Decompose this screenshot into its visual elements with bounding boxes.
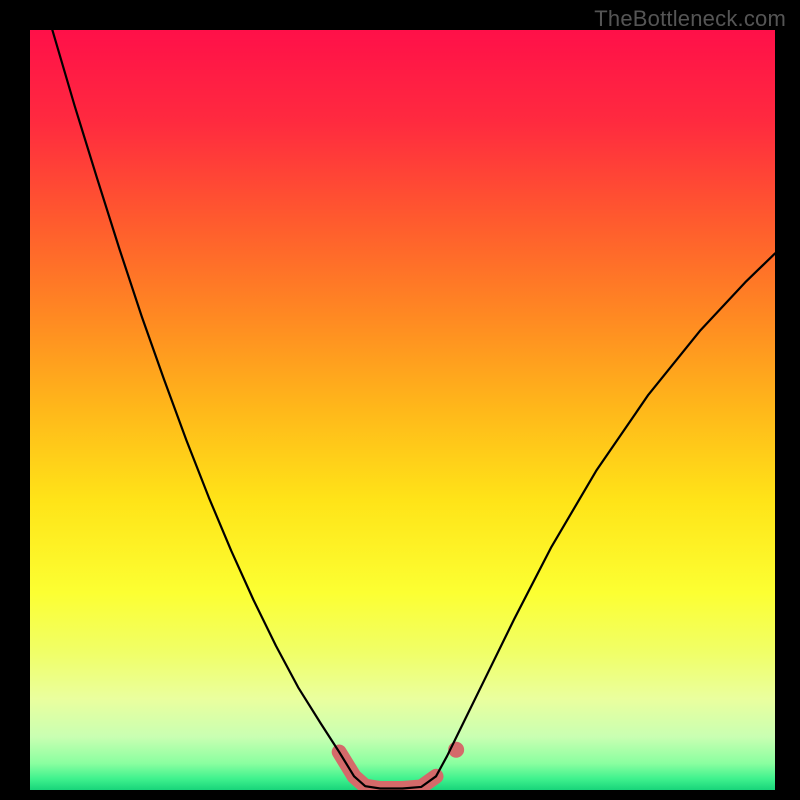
- watermark-text: TheBottleneck.com: [594, 6, 786, 32]
- bottleneck-curve-plot: [0, 0, 800, 800]
- plot-background: [30, 30, 775, 790]
- chart-stage: TheBottleneck.com: [0, 0, 800, 800]
